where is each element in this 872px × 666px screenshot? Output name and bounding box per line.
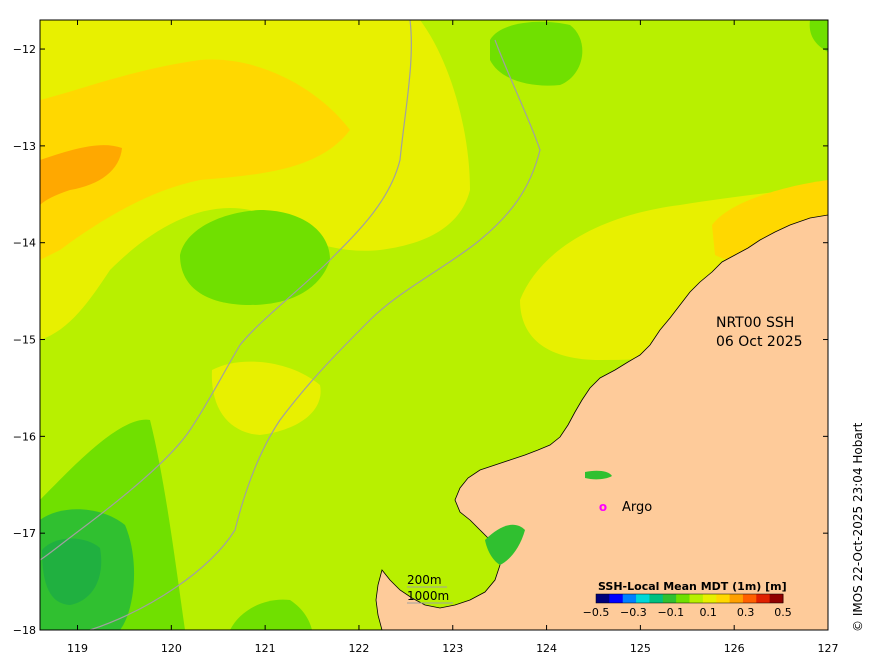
colorbar-segment <box>649 594 664 603</box>
ssh-contour-orange-w <box>40 145 122 205</box>
argo-label: Argo <box>622 500 652 515</box>
colorbar-segment <box>622 594 637 603</box>
colorbar-segment <box>676 594 690 603</box>
x-tick-label: 127 <box>818 642 839 655</box>
bathymetry-contour-200m <box>40 20 412 561</box>
x-tick-label: 121 <box>255 642 276 655</box>
x-tick-label: 126 <box>724 642 745 655</box>
colorbar-segment <box>742 594 757 603</box>
ssh-contour-green-south <box>230 599 312 630</box>
coastal-inlet-2 <box>585 470 612 480</box>
ssh-contour-gold-nw <box>40 59 350 260</box>
colorbar-segment <box>689 594 704 603</box>
ssh-contour-green-mid <box>180 210 330 305</box>
colorbar-segment <box>756 594 771 603</box>
colorbar-tick-label: −0.5 <box>583 606 610 619</box>
ssh-contour-yellow-center <box>211 361 321 435</box>
colorbar-segment <box>609 594 624 603</box>
x-tick-label: 120 <box>161 642 182 655</box>
x-tick-label: 124 <box>536 642 557 655</box>
colorbar <box>595 593 784 604</box>
x-tick-label: 122 <box>348 642 369 655</box>
y-tick-label: −14 <box>13 237 36 250</box>
y-tick-label: −13 <box>13 140 36 153</box>
colorbar-segment <box>716 594 731 603</box>
colorbar-title: SSH-Local Mean MDT (1m) [m] <box>598 580 787 593</box>
colorbar-tick-label: 0.1 <box>699 606 717 619</box>
y-tick-label: −15 <box>13 334 36 347</box>
colorbar-labels: −0.5 −0.3 −0.1 0.1 0.3 0.5 <box>583 606 792 619</box>
colorbar-segment <box>596 594 610 603</box>
depth-legend-1000m: 1000m <box>407 589 449 603</box>
x-tick-label: 123 <box>442 642 463 655</box>
map-title-line1: NRT00 SSH <box>716 315 794 331</box>
map-plot-area <box>40 20 828 630</box>
x-tick-label: 125 <box>630 642 651 655</box>
colorbar-segment <box>662 594 677 603</box>
colorbar-segment <box>729 594 744 603</box>
ssh-contour-green-ne <box>490 21 583 86</box>
y-axis: −12 −13 −14 −15 −16 −17 −18 <box>13 43 828 637</box>
coastal-inlet-1 <box>485 524 525 565</box>
map-title-line2: 06 Oct 2025 <box>716 334 803 350</box>
colorbar-segment <box>769 594 784 603</box>
land-mass <box>375 214 828 630</box>
colorbar-tick-label: −0.1 <box>657 606 684 619</box>
credit-text: © IMOS 22-Oct-2025 23:04 Hobart <box>851 422 865 632</box>
colorbar-tick-label: 0.3 <box>737 606 755 619</box>
colorbar-tick-label: 0.5 <box>774 606 792 619</box>
ssh-contour-dark-green-sw <box>42 538 102 605</box>
colorbar-tick-label: −0.3 <box>620 606 647 619</box>
x-axis: 119 120 121 122 123 124 125 126 127 <box>67 20 839 655</box>
colorbar-segment <box>702 594 717 603</box>
bathymetry-contour-1000m <box>89 39 541 630</box>
y-tick-label: −12 <box>13 43 36 56</box>
plot-frame <box>39 19 829 631</box>
colorbar-segment <box>636 594 650 603</box>
y-tick-label: −18 <box>13 624 36 637</box>
y-tick-label: −17 <box>13 527 36 540</box>
argo-marker-icon: o <box>599 500 607 514</box>
colorbar-outline <box>595 593 784 604</box>
x-tick-label: 119 <box>67 642 88 655</box>
y-tick-label: −16 <box>13 430 36 443</box>
ssh-contour-green-corner <box>809 20 828 52</box>
depth-legend-200m: 200m <box>407 573 442 587</box>
